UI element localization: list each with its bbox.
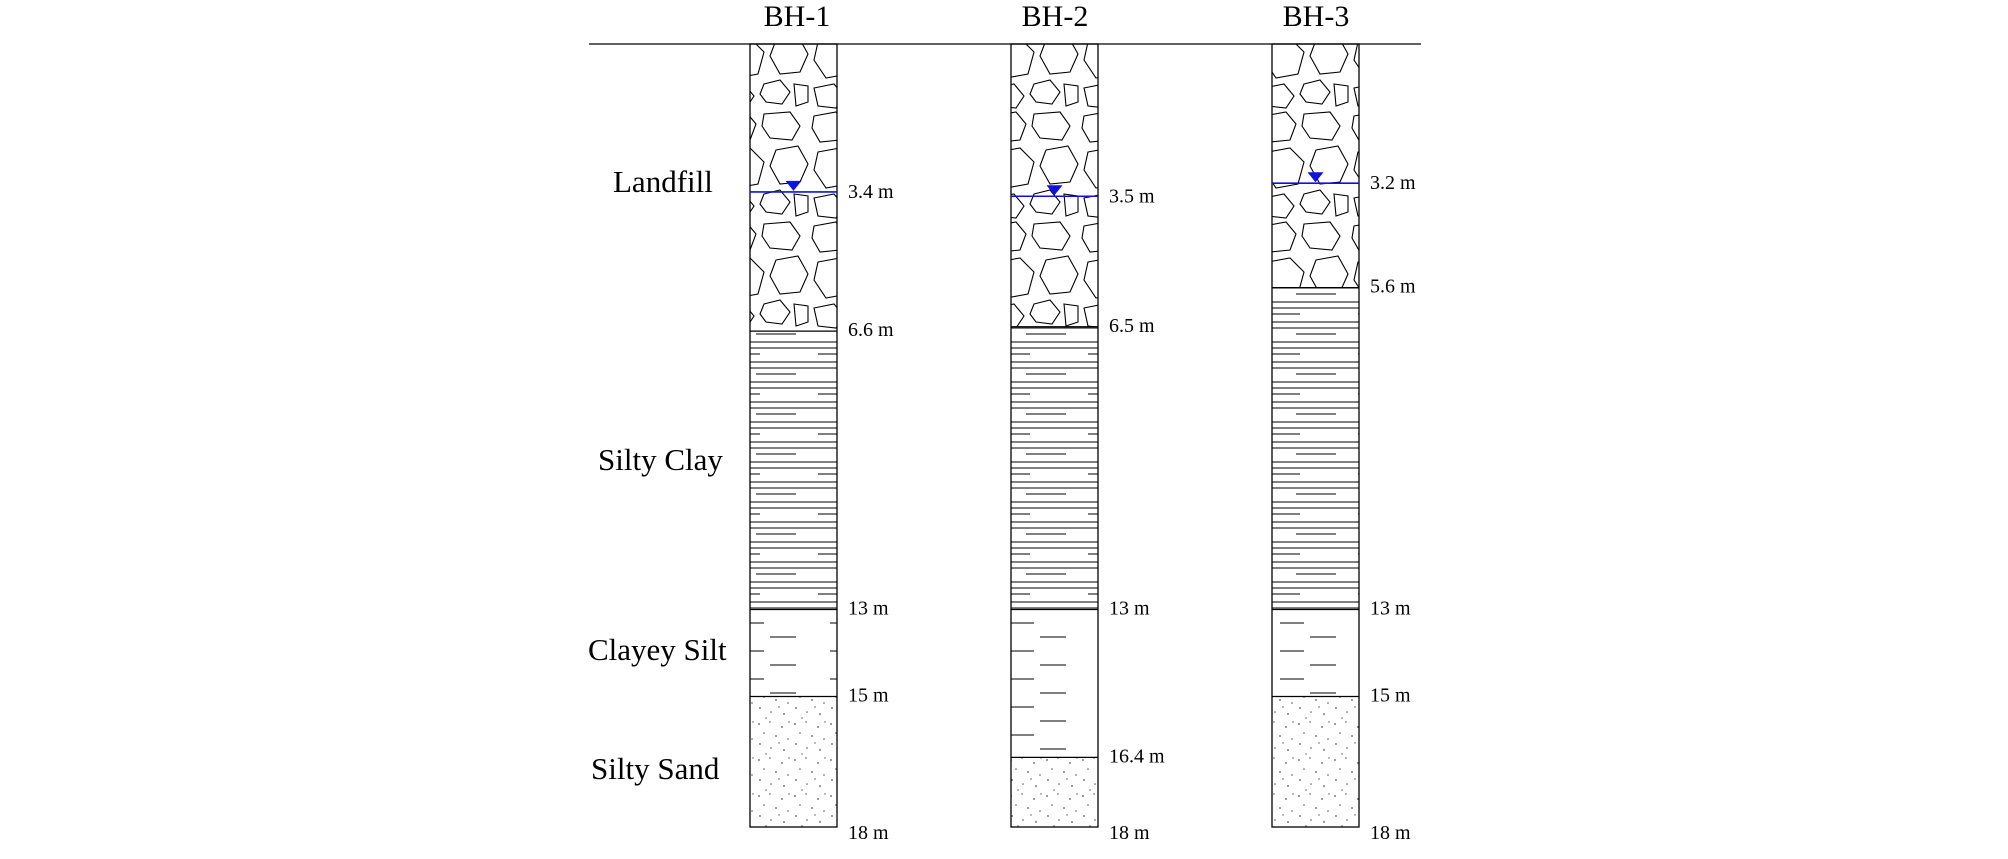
soil-label-silty-clay: Silty Clay xyxy=(598,442,723,477)
depth-label: 18 m xyxy=(1109,822,1150,844)
layer-stack xyxy=(1272,44,1359,827)
layer-stack xyxy=(1011,44,1098,827)
depth-label: 5.6 m xyxy=(1370,276,1416,298)
soil-label-clayey-silt: Clayey Silt xyxy=(588,632,727,667)
water-table-label: 3.2 m xyxy=(1370,172,1416,194)
borehole-bh-2: BH-2 3.5 m 6.5 m 13 m 16.4 m 18 m xyxy=(1010,0,1165,844)
soil-label-landfill: Landfill xyxy=(613,164,713,199)
boundary-lines xyxy=(750,330,837,698)
water-table-label: 3.5 m xyxy=(1109,185,1155,207)
borehole-outline xyxy=(749,43,838,828)
boundary-lines xyxy=(1011,326,1098,759)
layer-silty-sand xyxy=(1272,696,1359,827)
depth-label: 15 m xyxy=(1370,685,1411,707)
borehole-bh-3: BH-3 3.2 m 5.6 m 13 m 15 m 18 m xyxy=(1271,0,1416,844)
depth-label: 16.4 m xyxy=(1109,745,1165,767)
layer-stack xyxy=(750,44,837,827)
layer-silty-sand xyxy=(1011,757,1098,827)
borehole-title: BH-3 xyxy=(1283,0,1350,33)
layer-silty-sand xyxy=(750,696,837,827)
soil-label-silty-sand: Silty Sand xyxy=(591,751,720,786)
layer-clayey-silt xyxy=(1272,609,1359,697)
boundary-lines xyxy=(1272,286,1359,698)
layer-clayey-silt xyxy=(750,609,837,697)
water-table-icon xyxy=(1046,185,1063,196)
depth-label: 13 m xyxy=(1370,598,1411,620)
water-table-label: 3.4 m xyxy=(848,181,894,203)
depth-label: 13 m xyxy=(848,598,889,620)
depth-label: 18 m xyxy=(1370,822,1411,844)
borehole-title: BH-2 xyxy=(1022,0,1089,33)
depth-label: 13 m xyxy=(1109,598,1150,620)
depth-label: 18 m xyxy=(848,822,889,844)
borehole-title: BH-1 xyxy=(764,0,831,33)
layer-clayey-silt xyxy=(1011,609,1098,758)
water-table-icon xyxy=(785,180,802,191)
layer-silty-clay xyxy=(1011,326,1098,610)
borehole-outline xyxy=(1271,43,1360,828)
layer-landfill xyxy=(1272,44,1359,288)
depth-label: 15 m xyxy=(848,685,889,707)
borehole-outline xyxy=(1010,43,1099,828)
water-table-icon xyxy=(1307,172,1324,183)
depth-label: 6.6 m xyxy=(848,319,894,341)
layer-silty-clay xyxy=(1272,287,1359,610)
layer-silty-clay xyxy=(750,331,837,610)
borehole-bh-1: BH-1 3.4 m 6.6 m 13 m 15 m 18 m xyxy=(749,0,894,844)
depth-label: 6.5 m xyxy=(1109,315,1155,337)
